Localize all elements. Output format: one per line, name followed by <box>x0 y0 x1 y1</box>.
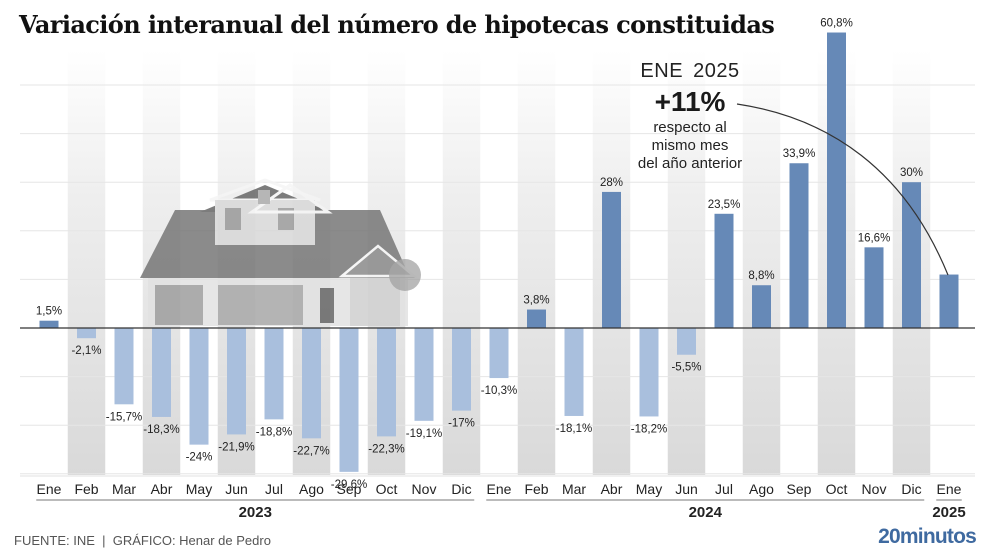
bar-label: -24% <box>186 452 213 464</box>
bar-label: 30% <box>900 167 923 179</box>
annotation-value: +11% <box>654 86 726 117</box>
bar-label: -15,7% <box>106 411 142 423</box>
annotation-arrow <box>736 103 949 276</box>
bar <box>602 191 621 328</box>
bar-label: 23,5% <box>708 199 741 211</box>
x-tick-label: Ene <box>37 481 62 497</box>
bar-label: 1,5% <box>36 306 62 318</box>
bar-label: -29,6% <box>331 479 367 491</box>
bar <box>564 328 584 416</box>
annotation: ENE 2025 +11% respecto al mismo mes del … <box>610 60 770 172</box>
x-tick-label: Dic <box>451 481 471 497</box>
column-band <box>742 50 781 475</box>
x-tick-label: Nov <box>412 481 437 497</box>
x-tick-label: Ago <box>749 481 774 497</box>
x-tick-label: Dic <box>901 481 921 497</box>
bar <box>714 213 734 328</box>
x-tick-label: Feb <box>74 481 98 497</box>
bar <box>827 32 846 329</box>
bar <box>152 328 171 417</box>
bar-label: 33,9% <box>783 148 816 160</box>
column-band <box>67 50 106 475</box>
x-tick-label: May <box>186 481 212 497</box>
x-tick-label: May <box>636 481 662 497</box>
bar <box>339 328 359 472</box>
bars <box>39 32 959 472</box>
x-tick-label: Sep <box>787 481 812 497</box>
bar-label: -22,3% <box>368 443 404 455</box>
column-band <box>667 50 706 475</box>
bar <box>189 328 209 445</box>
x-axis: Ene Feb Mar Abr May Jun Jul Ago Sep Oct Nov Dic Ene F… <box>20 475 975 521</box>
column-band <box>517 50 556 475</box>
bar <box>789 163 809 328</box>
annotation-text-2: mismo mes <box>651 137 729 154</box>
bar-label: 28% <box>600 177 623 189</box>
bar <box>639 328 659 417</box>
bar-label: -18,8% <box>256 426 292 438</box>
x-tick-label: Ene <box>937 481 962 497</box>
bar-label: -22,7% <box>293 445 329 457</box>
bar-label: -19,1% <box>406 428 442 440</box>
x-tick-label: Mar <box>112 481 136 497</box>
x-tick-label: Feb <box>524 481 548 497</box>
bar-label: -10,3% <box>481 385 517 397</box>
bar <box>77 328 96 339</box>
annotation-text-3: del año anterior <box>637 155 743 172</box>
x-tick-label: Abr <box>601 481 623 497</box>
bar <box>302 328 321 439</box>
brand-logo[interactable]: 20minutos <box>878 525 977 548</box>
x-tick-label: Ago <box>299 481 324 497</box>
bar <box>227 328 246 435</box>
bar-labels: 1,5%-2,1%-15,7%-18,3%-24%-21,9%-18,8%-22… <box>36 18 923 491</box>
bar-label: 3,8% <box>523 295 549 307</box>
bar-label: -5,5% <box>671 362 701 374</box>
x-tick-label: Ene <box>487 481 512 497</box>
bar-label: 16,6% <box>858 232 891 244</box>
bar <box>264 328 284 420</box>
bar <box>414 328 434 421</box>
bar-label: -18,1% <box>556 423 592 435</box>
bar <box>452 328 471 411</box>
x-tick-label: Oct <box>376 481 398 497</box>
bar <box>902 182 921 328</box>
bar <box>939 274 959 328</box>
column-band <box>442 50 481 475</box>
bar-label: -2,1% <box>71 345 101 357</box>
x-tick-label: Jul <box>715 481 733 497</box>
year-label: 2024 <box>689 504 723 521</box>
year-label: 2025 <box>932 504 965 521</box>
bar <box>39 320 59 328</box>
x-tick-label: Abr <box>151 481 173 497</box>
x-tick-label: Sep <box>337 481 362 497</box>
x-tick-label: Oct <box>826 481 848 497</box>
bar <box>864 247 884 328</box>
house-illustration <box>140 178 421 326</box>
bar <box>489 328 509 379</box>
bar-label: -18,3% <box>143 424 179 436</box>
x-tick-label: Jun <box>675 481 698 497</box>
bar <box>377 328 396 437</box>
bar <box>677 328 696 355</box>
bar <box>527 309 546 328</box>
x-tick-label: Nov <box>862 481 887 497</box>
annotation-date: ENE 2025 <box>640 60 740 82</box>
x-tick-label: Jul <box>265 481 283 497</box>
bar-label: -17% <box>448 418 475 430</box>
source-credit: FUENTE: INE | GRÁFICO: Henar de Pedro <box>14 533 271 548</box>
x-tick-label: Jun <box>225 481 248 497</box>
bar <box>114 328 134 405</box>
bar-label: -18,2% <box>631 423 667 435</box>
year-label: 2023 <box>239 504 272 521</box>
bar <box>752 285 771 328</box>
bar-label: -21,9% <box>218 441 254 453</box>
annotation-text-1: respecto al <box>653 119 727 136</box>
bar-label: 60,8% <box>820 18 853 30</box>
bar-label: 8,8% <box>748 270 774 282</box>
x-tick-label: Mar <box>562 481 586 497</box>
chart-title: Variación interanual del número de hipot… <box>19 10 775 39</box>
